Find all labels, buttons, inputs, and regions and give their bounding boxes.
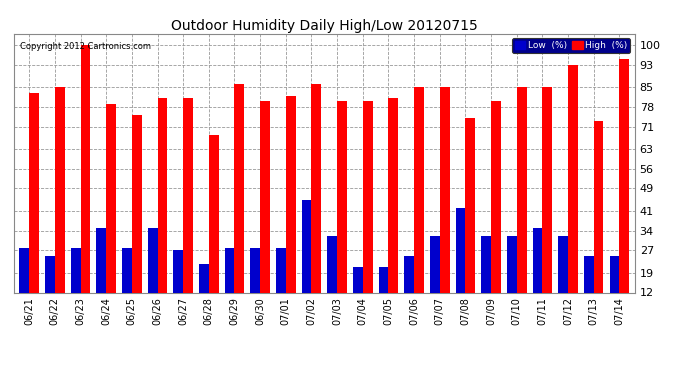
Bar bbox=[584, 256, 593, 292]
Bar bbox=[533, 228, 542, 292]
Bar bbox=[132, 116, 141, 292]
Bar bbox=[260, 101, 270, 292]
Bar bbox=[122, 248, 132, 292]
Bar bbox=[620, 59, 629, 292]
Bar bbox=[568, 64, 578, 292]
Bar bbox=[610, 256, 620, 292]
Bar bbox=[311, 84, 322, 292]
Bar bbox=[593, 121, 604, 292]
Bar bbox=[507, 236, 517, 292]
Bar bbox=[250, 248, 260, 292]
Bar bbox=[45, 256, 55, 292]
Bar bbox=[379, 267, 388, 292]
Bar bbox=[440, 87, 449, 292]
Bar bbox=[81, 45, 90, 292]
Bar bbox=[55, 87, 65, 292]
Bar bbox=[455, 208, 466, 292]
Bar bbox=[491, 101, 501, 292]
Bar bbox=[337, 101, 347, 292]
Bar bbox=[106, 104, 116, 292]
Bar bbox=[517, 87, 526, 292]
Bar bbox=[225, 248, 235, 292]
Bar bbox=[157, 99, 167, 292]
Bar bbox=[29, 93, 39, 292]
Bar bbox=[353, 267, 363, 292]
Bar bbox=[183, 99, 193, 292]
Bar bbox=[148, 228, 157, 292]
Bar bbox=[276, 248, 286, 292]
Bar bbox=[363, 101, 373, 292]
Bar bbox=[209, 135, 219, 292]
Bar bbox=[414, 87, 424, 292]
Bar bbox=[97, 228, 106, 292]
Bar bbox=[173, 251, 183, 292]
Bar bbox=[199, 264, 209, 292]
Bar bbox=[542, 87, 552, 292]
Text: Copyright 2012 Cartronics.com: Copyright 2012 Cartronics.com bbox=[20, 42, 151, 51]
Bar bbox=[327, 236, 337, 292]
Bar bbox=[466, 118, 475, 292]
Bar bbox=[71, 248, 81, 292]
Bar bbox=[286, 96, 295, 292]
Title: Outdoor Humidity Daily High/Low 20120715: Outdoor Humidity Daily High/Low 20120715 bbox=[171, 19, 477, 33]
Bar bbox=[302, 200, 311, 292]
Bar bbox=[430, 236, 440, 292]
Bar bbox=[482, 236, 491, 292]
Bar bbox=[235, 84, 244, 292]
Bar bbox=[404, 256, 414, 292]
Bar bbox=[19, 248, 29, 292]
Bar bbox=[558, 236, 568, 292]
Bar bbox=[388, 99, 398, 292]
Legend: Low  (%), High  (%): Low (%), High (%) bbox=[512, 38, 630, 53]
